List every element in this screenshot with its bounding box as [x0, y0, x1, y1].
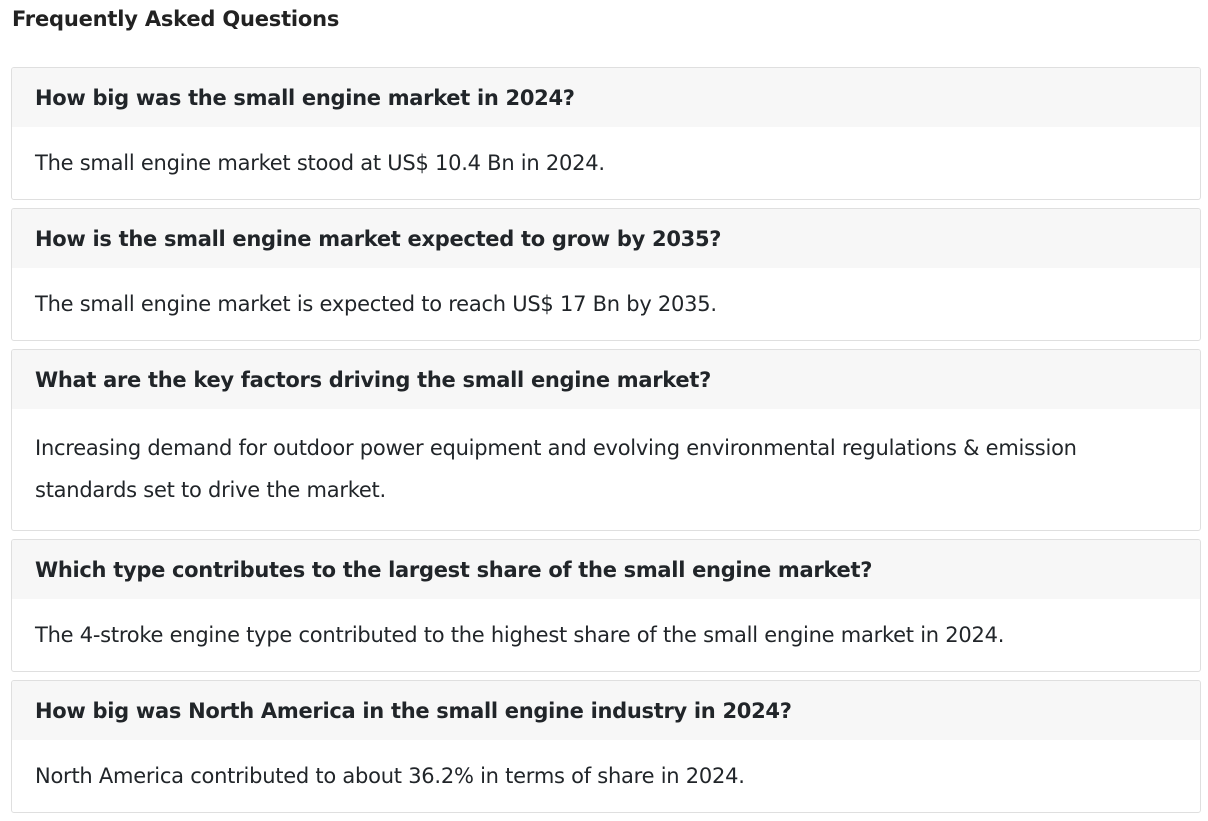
- faq-item: How big was North America in the small e…: [11, 680, 1201, 813]
- faq-question-toggle[interactable]: How big was the small engine market in 2…: [12, 68, 1200, 127]
- faq-answer: Increasing demand for outdoor power equi…: [35, 436, 1077, 502]
- faq-question-toggle[interactable]: What are the key factors driving the sma…: [12, 350, 1200, 409]
- faq-item: How is the small engine market expected …: [11, 208, 1201, 341]
- faq-answer: The 4-stroke engine type contributed to …: [35, 623, 1005, 647]
- faq-answer: The small engine market stood at US$ 10.…: [35, 151, 605, 175]
- page-title: Frequently Asked Questions: [12, 7, 340, 31]
- faq-item: Which type contributes to the largest sh…: [11, 539, 1201, 672]
- faq-question-toggle[interactable]: Which type contributes to the largest sh…: [12, 540, 1200, 599]
- faq-item: How big was the small engine market in 2…: [11, 67, 1201, 200]
- faq-item: What are the key factors driving the sma…: [11, 349, 1201, 531]
- faq-question-toggle[interactable]: How is the small engine market expected …: [12, 209, 1200, 268]
- faq-list: How big was the small engine market in 2…: [11, 67, 1201, 821]
- faq-question-toggle[interactable]: How big was North America in the small e…: [12, 681, 1200, 740]
- faq-answer: The small engine market is expected to r…: [35, 292, 717, 316]
- faq-answer: North America contributed to about 36.2%…: [35, 764, 745, 788]
